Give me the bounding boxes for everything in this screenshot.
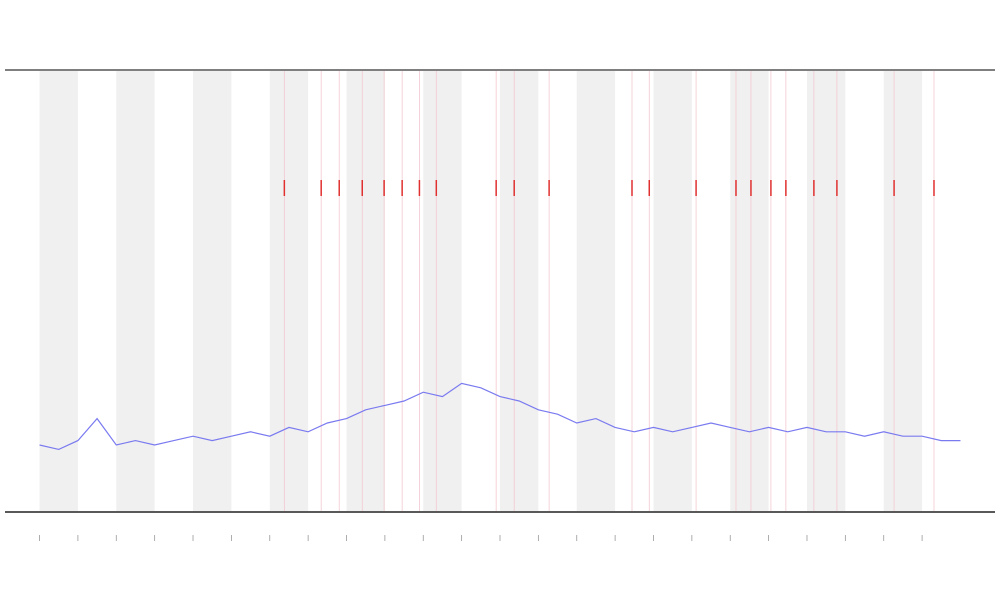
band bbox=[269, 71, 309, 511]
band bbox=[39, 71, 78, 511]
band bbox=[806, 71, 846, 511]
band bbox=[730, 71, 769, 511]
band bbox=[116, 71, 155, 511]
band bbox=[883, 71, 923, 511]
band bbox=[500, 71, 539, 511]
series-line bbox=[39, 382, 961, 451]
band bbox=[653, 71, 692, 511]
band bbox=[423, 71, 462, 511]
band bbox=[193, 71, 232, 511]
band bbox=[346, 71, 385, 511]
band bbox=[576, 71, 616, 511]
